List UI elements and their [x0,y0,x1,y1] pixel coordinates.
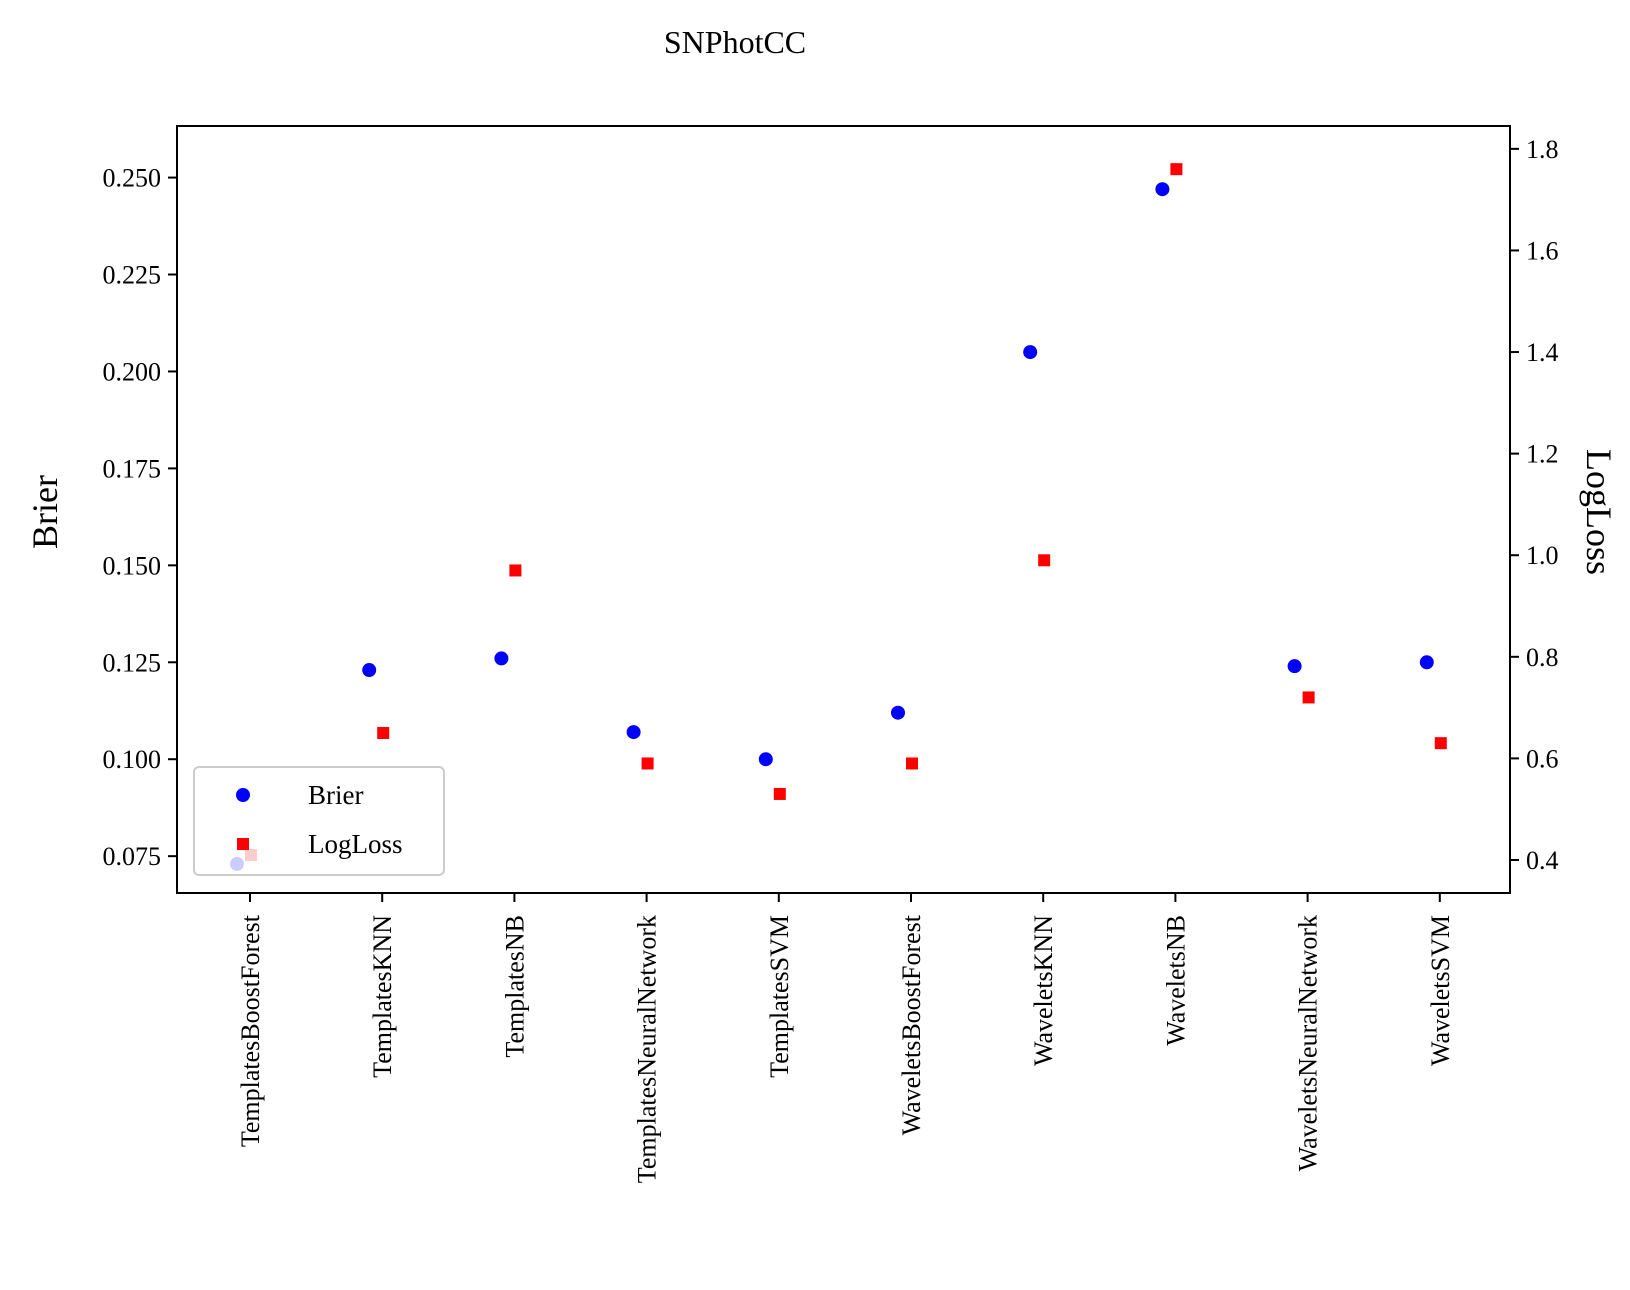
y-tick-label: 0.225 [103,261,162,290]
logloss-point [1434,737,1447,750]
brier-point [1155,182,1170,197]
brier-point [1023,345,1038,360]
logloss-point [641,757,654,770]
legend-label-brier: Brier [308,780,363,810]
x-tick-label: WaveletsBoostForest [897,914,926,1135]
brier-point [494,651,509,666]
y2-axis-label: LogLoss [1579,449,1619,575]
y2-tick-label: 0.4 [1526,846,1559,875]
y-axis-label: Brier [25,475,65,549]
logloss-point [377,726,390,739]
y-tick-label: 0.175 [103,454,162,483]
plot-area [176,125,1511,894]
x-tick-label: TemplatesNeuralNetwork [633,915,662,1183]
y-tick-label: 0.075 [103,842,162,871]
x-axis: TemplatesBoostForest TemplatesKNN Template… [236,893,1455,1183]
y-tick-label: 0.100 [103,745,162,774]
x-tick-label: WaveletsSVM [1426,915,1455,1066]
x-tick-label: WaveletsKNN [1029,915,1058,1066]
chart-title: SNPhotCC [664,24,806,60]
y2-tick-label: 1.0 [1526,541,1559,570]
x-tick-label: WaveletsNB [1161,915,1190,1046]
logloss-point [906,757,918,770]
y-tick-label: 0.200 [103,357,162,386]
y2-tick-label: 0.6 [1526,744,1559,773]
legend-label-logloss: LogLoss [308,829,403,859]
logloss-point [509,564,522,577]
brier-point [362,663,377,678]
brier-point [626,725,641,740]
y2-tick-label: 1.2 [1526,440,1559,469]
y2-tick-label: 1.4 [1526,338,1559,367]
legend-box [193,766,445,876]
y2-tick-label: 1.8 [1526,135,1559,164]
x-tick-label: WaveletsNeuralNetwork [1294,915,1323,1171]
logloss-point [1170,163,1183,176]
left-y-axis: 0.075 0.100 0.125 0.150 0.175 0.200 0.225 0.250 [103,164,177,871]
plot-frame [176,125,1511,894]
x-tick-label: TemplatesSVM [765,915,794,1078]
brier-point [891,705,905,720]
logloss-point [773,787,786,800]
right-y-axis: 0.4 0.6 0.8 1.0 1.2 1.4 1.6 1.8 [1510,135,1559,875]
y-tick-label: 0.125 [103,648,162,677]
x-tick-label: TemplatesNB [500,915,529,1058]
brier-point [1287,659,1302,674]
x-tick-label: TemplatesKNN [368,915,397,1078]
legend-marker-logloss [237,838,249,850]
logloss-point [1038,554,1051,567]
legend: Brier LogLoss [193,766,445,876]
data-marks [230,163,1447,871]
y-tick-label: 0.150 [103,551,162,580]
x-tick-label: TemplatesBoostForest [236,914,265,1147]
y2-tick-label: 0.8 [1526,643,1559,672]
legend-marker-brier [236,788,250,802]
brier-point [758,752,773,767]
brier-point [1419,655,1434,670]
y-tick-label: 0.250 [103,164,162,193]
logloss-point [1302,691,1315,704]
y2-tick-label: 1.6 [1526,236,1559,265]
